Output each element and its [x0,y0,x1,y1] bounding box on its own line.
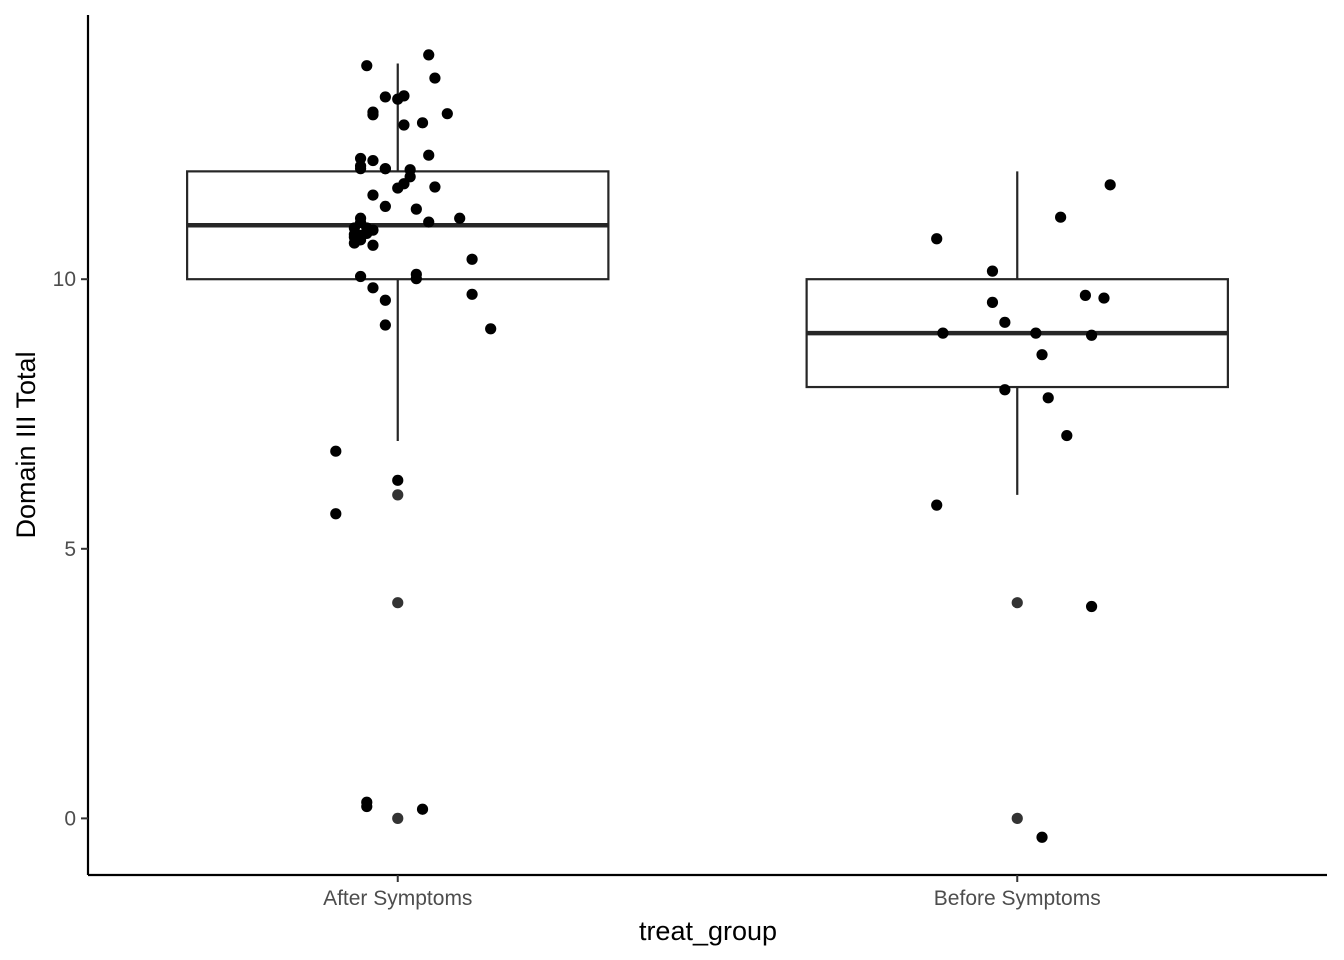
data-point [986,265,999,277]
data-point [348,222,360,234]
data-point [429,181,441,193]
data-point [330,508,342,520]
data-point [423,216,435,228]
data-point [1085,600,1098,613]
data-point [379,319,391,331]
boxes-layer [186,63,1229,495]
data-point [466,253,478,265]
y-axis-title: Domain III Total [11,351,41,538]
data-point [416,117,429,129]
data-point [466,288,478,300]
y-tick-label: 10 [53,268,76,291]
data-point [1104,179,1116,191]
data-point [392,474,404,486]
outlier-point [392,489,404,501]
data-point [423,49,435,61]
data-point [429,72,441,84]
data-point [367,282,379,294]
axes-layer [86,15,1327,877]
data-point [361,60,373,72]
data-point [986,296,999,308]
data-point [1098,292,1110,304]
ticks-layer: 0 5 10 After Symptoms Before Symptoms [53,268,1101,910]
data-point [999,316,1011,328]
outlier-point [392,812,404,824]
outlier-point [1011,812,1023,824]
data-point [1055,211,1067,223]
data-point [354,234,367,246]
data-point [367,239,379,251]
data-point [392,182,404,194]
data-point [931,233,943,245]
data-point [1030,327,1042,339]
data-point [423,149,435,161]
data-point [379,294,391,306]
data-point [361,800,373,813]
x-axis-title: treat_group [639,916,777,946]
data-point [367,154,379,167]
data-point [1079,289,1091,301]
data-point [392,93,404,105]
data-point [410,273,422,285]
points-layer [330,49,1116,843]
data-point [441,108,453,120]
outlier-point [392,597,404,609]
data-point [1036,831,1048,843]
x-tick-label: After Symptoms [323,887,472,910]
data-point [354,270,367,283]
data-point [367,189,379,201]
y-tick-label: 0 [64,807,76,830]
data-point [379,91,391,103]
data-point [1042,392,1054,404]
data-point [931,499,943,511]
x-tick-label: Before Symptoms [934,887,1101,910]
y-tick-label: 5 [64,538,76,561]
outlier-point [1011,597,1023,609]
data-point [398,119,410,131]
data-point [379,200,391,213]
data-point [937,327,949,339]
data-point [1061,429,1073,442]
data-point [367,224,379,236]
data-point [485,323,497,335]
data-point [367,109,379,121]
data-point [354,163,367,175]
data-point [1085,329,1098,341]
data-point [999,384,1011,396]
data-point [416,803,429,815]
data-point [330,445,342,457]
data-point [1036,349,1048,361]
data-point [410,203,422,215]
data-point [454,212,466,224]
data-point [379,163,391,175]
